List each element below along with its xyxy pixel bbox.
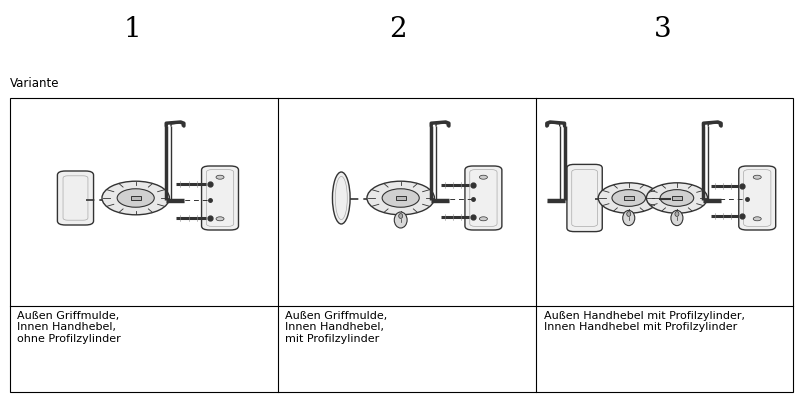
Bar	[395, 196, 405, 200]
Ellipse shape	[398, 214, 403, 218]
Circle shape	[117, 189, 154, 207]
Text: Außen Griffmulde,
Innen Handhebel,
mit Profilzylinder: Außen Griffmulde, Innen Handhebel, mit P…	[285, 311, 387, 344]
Ellipse shape	[670, 210, 683, 226]
Circle shape	[102, 181, 169, 215]
Text: 3: 3	[653, 16, 670, 43]
Text: Außen Griffmulde,
Innen Handhebel,
ohne Profilzylinder: Außen Griffmulde, Innen Handhebel, ohne …	[17, 311, 120, 344]
Ellipse shape	[394, 212, 407, 228]
Circle shape	[597, 183, 658, 213]
Text: Variante: Variante	[10, 77, 59, 90]
Circle shape	[611, 190, 645, 206]
Text: 1: 1	[124, 16, 141, 43]
Circle shape	[752, 175, 760, 179]
Circle shape	[382, 189, 419, 207]
Text: Außen Handhebel mit Profilzylinder,
Innen Handhebel mit Profilzylinder: Außen Handhebel mit Profilzylinder, Inne…	[543, 311, 743, 332]
Bar	[131, 196, 140, 200]
FancyBboxPatch shape	[566, 164, 602, 232]
Circle shape	[659, 190, 693, 206]
Bar	[671, 196, 681, 200]
Ellipse shape	[674, 212, 678, 216]
Circle shape	[646, 183, 707, 213]
Circle shape	[479, 175, 487, 179]
FancyBboxPatch shape	[464, 166, 501, 230]
Text: 2: 2	[388, 16, 406, 43]
Circle shape	[216, 217, 224, 221]
FancyBboxPatch shape	[201, 166, 238, 230]
Bar	[623, 196, 633, 200]
FancyBboxPatch shape	[738, 166, 775, 230]
Ellipse shape	[622, 210, 634, 226]
Ellipse shape	[332, 172, 350, 224]
Circle shape	[216, 175, 224, 179]
Circle shape	[752, 217, 760, 221]
Bar	[10, 98, 792, 392]
FancyBboxPatch shape	[58, 171, 93, 225]
Circle shape	[367, 181, 434, 215]
Circle shape	[479, 217, 487, 221]
Ellipse shape	[626, 212, 630, 216]
